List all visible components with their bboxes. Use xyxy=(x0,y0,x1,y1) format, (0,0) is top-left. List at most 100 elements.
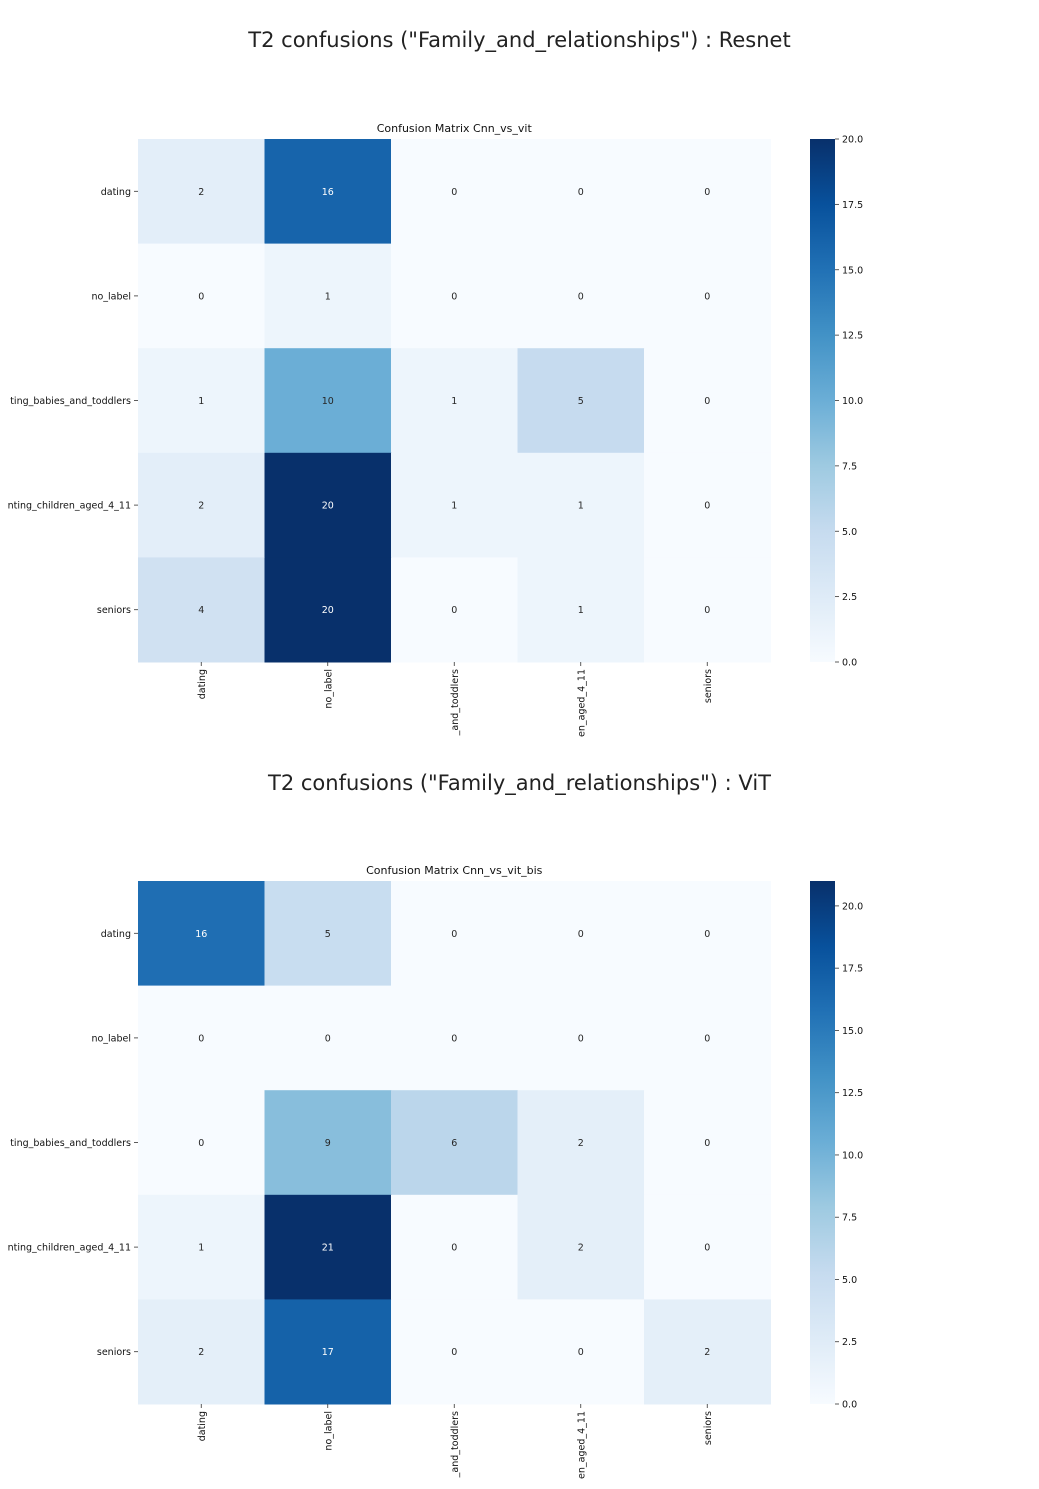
cell-value: 0 xyxy=(704,187,710,198)
cell-value: 0 xyxy=(451,605,457,616)
cell-value: 5 xyxy=(325,929,331,940)
heatmap-cell xyxy=(138,557,265,663)
heatmap-cell xyxy=(138,1299,265,1405)
cell-value: 0 xyxy=(578,291,584,302)
cell-value: 21 xyxy=(322,1243,334,1254)
y-tick-label: nting_children_aged_4_11 xyxy=(8,1243,131,1254)
x-tick-label: dating xyxy=(197,669,208,699)
cell-value: 1 xyxy=(198,396,204,407)
cell-value: 0 xyxy=(451,1347,457,1358)
heatmap-cell xyxy=(517,348,645,454)
cell-value: 16 xyxy=(322,187,334,198)
cell-value: 0 xyxy=(704,1033,710,1044)
confusion-matrix-vit: Confusion Matrix Cnn_vs_vit_bis 1 6 5 0 0 0 0 0 0… xyxy=(8,864,864,1479)
chart-title: Confusion Matrix Cnn_vs_vit_bis xyxy=(366,864,543,877)
colorbar xyxy=(810,139,835,662)
heatmap-cell xyxy=(644,1299,771,1405)
cell-value: 0 xyxy=(704,396,710,407)
colorbar-tick-label: 5.0 xyxy=(842,1275,857,1286)
colorbar-tick-label: 17.5 xyxy=(842,964,863,975)
cell-value: 0 xyxy=(578,187,584,198)
y-tick-label: seniors xyxy=(97,1347,131,1358)
cell-value: 0 xyxy=(451,1033,457,1044)
cell-value: 0 xyxy=(198,291,204,302)
heatmap-cell xyxy=(517,1194,645,1300)
cell-value: 0 xyxy=(704,291,710,302)
heatmap-cell xyxy=(391,1194,518,1300)
section-title-vit: T2 confusions ("Family_and_relationships… xyxy=(268,771,771,795)
cell-value: 20 xyxy=(322,501,334,512)
cell-value: 0 xyxy=(451,291,457,302)
heatmap-cell xyxy=(264,985,392,1091)
cell-value: 0 xyxy=(704,1243,710,1254)
heatmap-cell xyxy=(264,243,392,349)
heatmap-cell xyxy=(264,139,392,245)
cell-value: 0 xyxy=(578,1033,584,1044)
cell-value: 0 xyxy=(578,929,584,940)
colorbar-tick-label: 15.0 xyxy=(842,265,863,276)
y-tick-label: no_label xyxy=(91,1033,131,1044)
heatmap-cell xyxy=(644,985,771,1091)
heatmap-cell xyxy=(391,1299,518,1405)
cell-value: 0 xyxy=(198,1138,204,1149)
cell-value: 1 xyxy=(578,605,584,616)
y-tick-label: ting_babies_and_toddlers xyxy=(10,396,131,407)
heatmap-cell xyxy=(264,1090,392,1196)
heatmap-cell xyxy=(644,1090,771,1196)
cell-value: 0 xyxy=(325,1033,331,1044)
cell-value: 1 xyxy=(451,396,457,407)
colorbar-tick-label: 2.5 xyxy=(842,592,857,603)
cell-value: 1 xyxy=(325,291,331,302)
heatmap-cell xyxy=(644,243,771,349)
heatmap-cell xyxy=(644,557,771,663)
heatmap-cell xyxy=(517,452,645,558)
y-tick-label: dating xyxy=(101,187,131,198)
heatmap-cell xyxy=(644,348,771,454)
heatmap-cell xyxy=(264,881,392,987)
y-tick-label: no_label xyxy=(91,291,131,302)
cell-value: 4 xyxy=(198,605,204,616)
cell-value: 2 xyxy=(198,1347,204,1358)
colorbar-tick-label: 12.5 xyxy=(842,1088,863,1099)
cell-value: 0 xyxy=(704,929,710,940)
cell-value: 2 xyxy=(198,501,204,512)
heatmap-cell xyxy=(391,881,518,987)
cell-value: 0 xyxy=(451,929,457,940)
heatmap-cell xyxy=(391,1090,518,1196)
x-tick-label: no_label xyxy=(323,1411,334,1451)
cell-value: 1 xyxy=(578,501,584,512)
heatmap-cell xyxy=(644,452,771,558)
heatmap-cell xyxy=(138,985,265,1091)
colorbar-tick-label: 5.0 xyxy=(842,527,857,538)
x-tick-label: no_label xyxy=(323,669,334,709)
heatmap-cell xyxy=(517,139,645,245)
section-title-resnet: T2 confusions ("Family_and_relationships… xyxy=(248,28,791,52)
cell-value: 6 xyxy=(451,1138,457,1149)
heatmap-cell xyxy=(264,557,392,663)
heatmap-cell xyxy=(644,139,771,245)
cell-value: 2 xyxy=(198,187,204,198)
heatmap-cell xyxy=(391,243,518,349)
heatmap-cell xyxy=(138,348,265,454)
cell-value: 0 xyxy=(198,1033,204,1044)
heatmap-cell xyxy=(138,1090,265,1196)
cell-value: 9 xyxy=(325,1138,331,1149)
x-tick-label: en_aged_4_11 xyxy=(576,669,587,737)
heatmap-cell xyxy=(644,881,771,987)
heatmap-cell xyxy=(138,881,265,987)
heatmap-cell xyxy=(517,557,645,663)
colorbar-tick-label: 20.0 xyxy=(842,135,863,146)
heatmap-cell xyxy=(138,139,265,245)
cell-value: 5 xyxy=(578,396,584,407)
cell-value: 1 xyxy=(198,1243,204,1254)
cell-value: 0 xyxy=(451,187,457,198)
heatmap-cell xyxy=(391,985,518,1091)
colorbar-tick-label: 17.5 xyxy=(842,200,863,211)
heatmap-cell xyxy=(391,557,518,663)
colorbar xyxy=(810,881,835,1404)
colorbar-tick-label: 10.0 xyxy=(842,1150,863,1161)
colorbar-tick-label: 0.0 xyxy=(842,1400,857,1411)
colorbar-tick-label: 10.0 xyxy=(842,396,863,407)
cell-value: 17 xyxy=(322,1347,334,1358)
